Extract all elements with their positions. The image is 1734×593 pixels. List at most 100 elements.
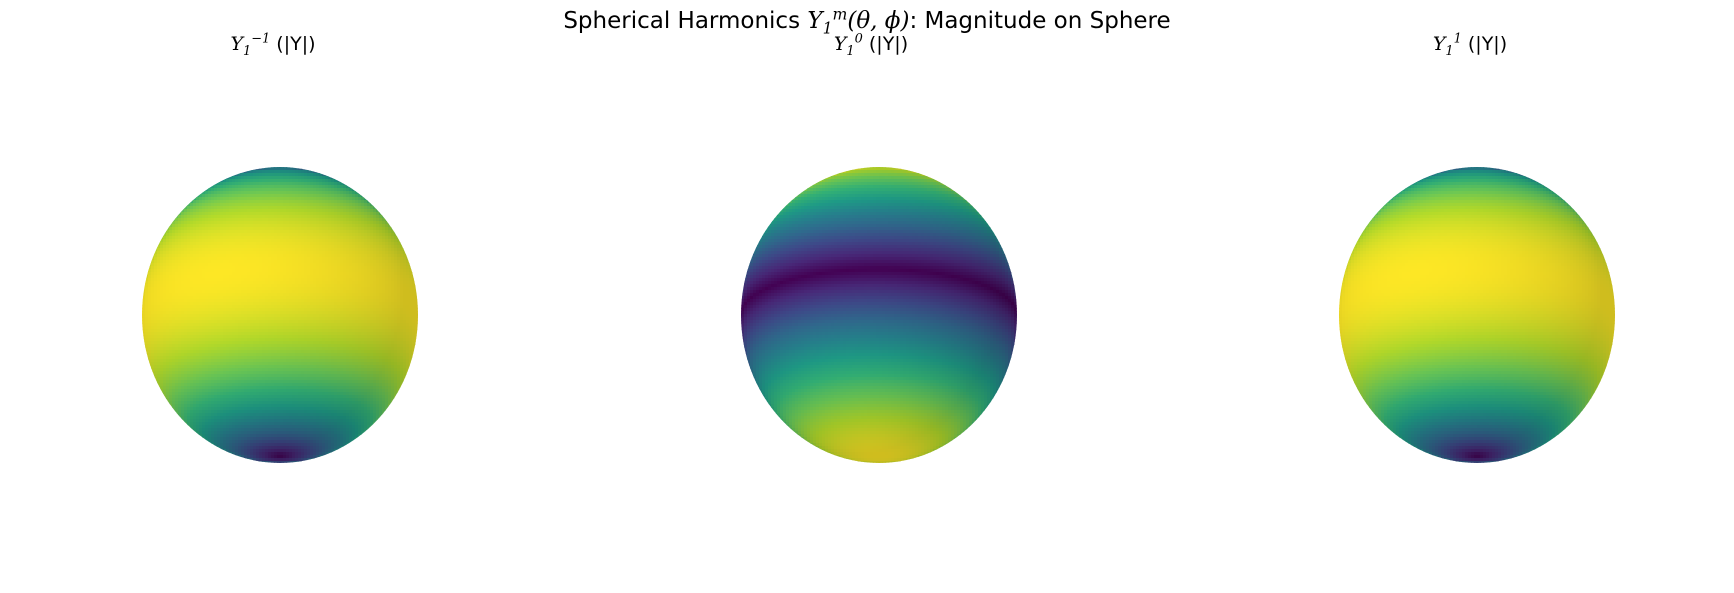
- surface-cell: [364, 320, 368, 324]
- surface-cell: [211, 278, 215, 282]
- surface-cell: [349, 266, 353, 270]
- surface-cell: [295, 233, 299, 237]
- surface-cell: [322, 338, 326, 342]
- surface-cell: [184, 341, 188, 345]
- surface-cell: [370, 290, 374, 294]
- surface-cell: [403, 284, 407, 288]
- surface-cell: [181, 305, 185, 309]
- surface-cell: [163, 239, 167, 243]
- surface-cell: [271, 332, 275, 336]
- surface-cell: [175, 242, 179, 246]
- surface-cell: [208, 260, 212, 264]
- surface-cell: [268, 182, 272, 186]
- surface-cell: [247, 182, 251, 186]
- surface-cell: [226, 245, 230, 249]
- surface-cell: [184, 260, 188, 264]
- surface-cell: [367, 275, 371, 279]
- surface-cell: [316, 353, 320, 357]
- surface-cell: [367, 290, 371, 294]
- surface-cell: [223, 227, 227, 231]
- surface-cell: [283, 278, 287, 282]
- surface-cell: [193, 311, 197, 315]
- surface-cell: [349, 311, 353, 315]
- surface-cell: [388, 254, 392, 258]
- surface-cell: [325, 239, 329, 243]
- surface-cell: [280, 308, 284, 312]
- surface-cell: [313, 245, 317, 249]
- surface-cell: [202, 224, 206, 228]
- surface-cell: [316, 278, 320, 282]
- surface-cell: [265, 236, 269, 240]
- surface-cell: [292, 272, 296, 276]
- surface-cell: [358, 251, 362, 255]
- surface-cell: [349, 212, 353, 216]
- surface-cell: [391, 302, 395, 306]
- surface-cell: [172, 227, 176, 231]
- surface-cell: [373, 212, 377, 216]
- surface-cell: [184, 281, 188, 285]
- surface-cell: [226, 317, 230, 321]
- surface-cell: [202, 260, 206, 264]
- surface-cell: [226, 236, 230, 240]
- surface-cell: [241, 326, 245, 330]
- surface-cell: [328, 284, 332, 288]
- surface-cell: [379, 260, 383, 264]
- surface-cell: [358, 275, 362, 279]
- surface-cell: [154, 332, 158, 336]
- surface-cell: [241, 173, 245, 177]
- surface-cell: [217, 182, 221, 186]
- surface-cell: [289, 203, 293, 207]
- surface-cell: [151, 296, 155, 300]
- surface-cell: [178, 233, 182, 237]
- surface-cell: [397, 272, 401, 276]
- surface-cell: [364, 278, 368, 282]
- surface-cell: [304, 293, 308, 297]
- surface-cell: [319, 290, 323, 294]
- surface-cell: [319, 242, 323, 246]
- surface-cell: [157, 326, 161, 330]
- surface-cell: [379, 305, 383, 309]
- surface-cell: [337, 254, 341, 258]
- surface-cell: [178, 347, 182, 351]
- surface-cell: [262, 287, 266, 291]
- surface-cell: [265, 245, 269, 249]
- surface-cell: [313, 248, 317, 252]
- surface-cell: [268, 176, 272, 180]
- surface-cell: [181, 248, 185, 252]
- surface-cell: [217, 227, 221, 231]
- surface-cell: [343, 266, 347, 270]
- surface-cell: [184, 323, 188, 327]
- surface-cell: [163, 317, 167, 321]
- surface-cell: [229, 176, 233, 180]
- surface-cell: [349, 344, 353, 348]
- surface-cell: [403, 281, 407, 285]
- surface-cell: [382, 317, 386, 321]
- surface-cell: [223, 356, 227, 360]
- surface-cell: [412, 281, 416, 285]
- surface-cell: [274, 350, 278, 354]
- surface-cell: [259, 224, 263, 228]
- surface-cell: [295, 293, 299, 297]
- surface-cell: [202, 308, 206, 312]
- surface-cell: [313, 299, 317, 303]
- surface-cell: [319, 212, 323, 216]
- surface-cell: [322, 305, 326, 309]
- surface-cell: [151, 278, 155, 282]
- surface-cell: [373, 269, 377, 273]
- surface-cell: [337, 260, 341, 264]
- surface-cell: [313, 302, 317, 306]
- surface-cell: [175, 302, 179, 306]
- surface-cell: [343, 194, 347, 198]
- surface-cell: [178, 296, 182, 300]
- surface-cell: [181, 320, 185, 324]
- surface-cell: [376, 242, 380, 246]
- surface-cell: [235, 209, 239, 213]
- surface-cell: [193, 350, 197, 354]
- surface-cell: [286, 203, 290, 207]
- surface-cell: [244, 233, 248, 237]
- surface-cell: [187, 332, 191, 336]
- surface-cell: [304, 254, 308, 258]
- surface-cell: [295, 191, 299, 195]
- surface-cell: [262, 182, 266, 186]
- surface-cell: [166, 284, 170, 288]
